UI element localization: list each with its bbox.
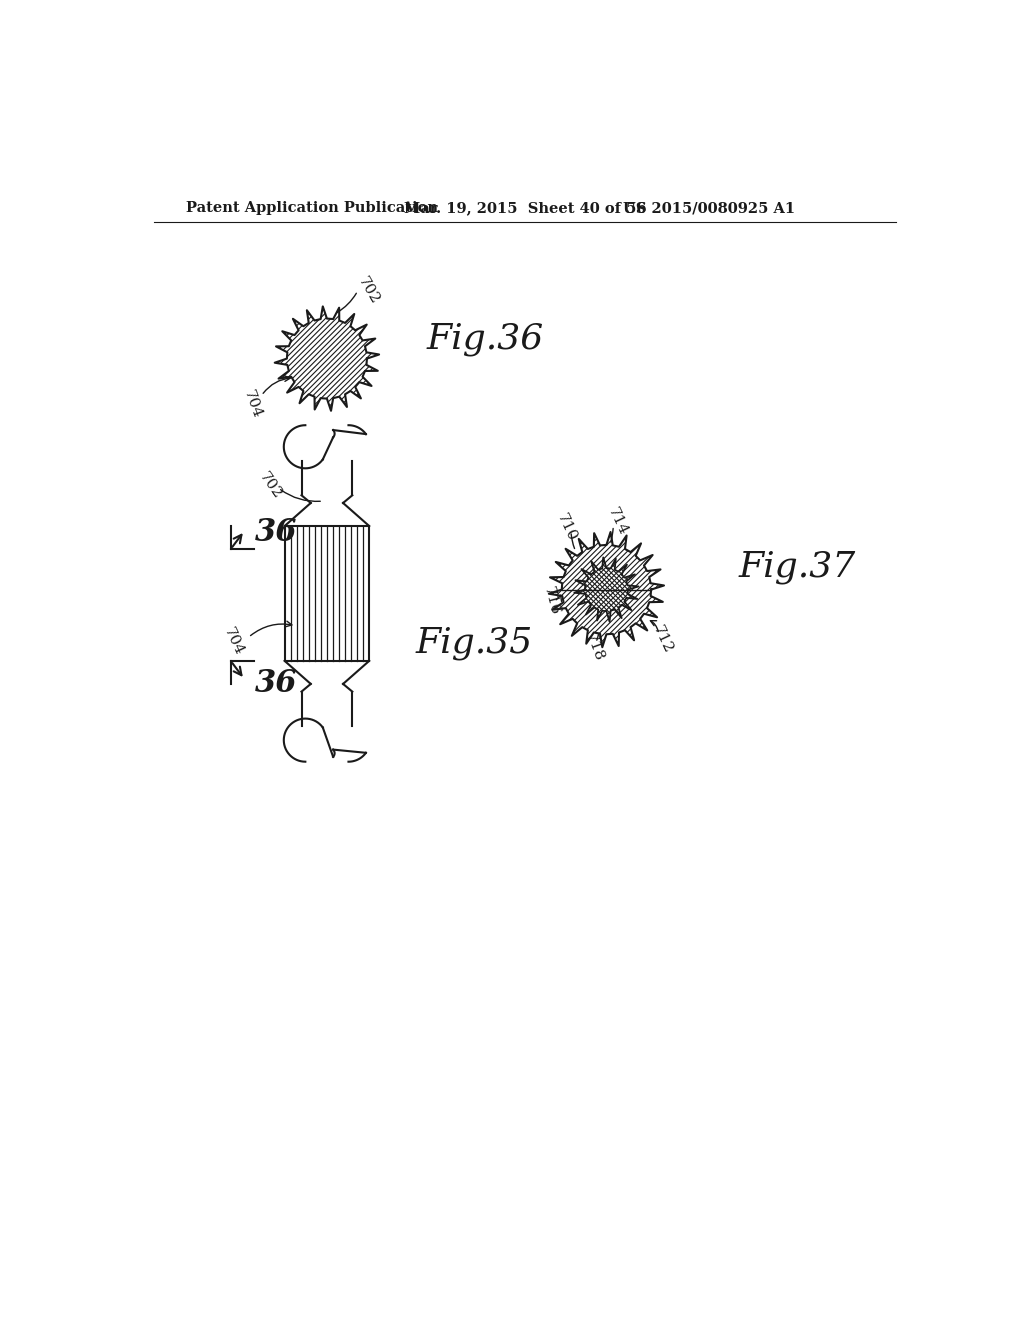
Text: 704: 704 (220, 626, 246, 659)
PathPatch shape (549, 532, 664, 647)
Text: Patent Application Publication: Patent Application Publication (186, 202, 438, 215)
Text: US 2015/0080925 A1: US 2015/0080925 A1 (624, 202, 796, 215)
Text: Mar. 19, 2015  Sheet 40 of 56: Mar. 19, 2015 Sheet 40 of 56 (403, 202, 646, 215)
Text: 710: 710 (554, 512, 579, 544)
Text: Fig.35: Fig.35 (416, 627, 532, 660)
PathPatch shape (274, 306, 379, 411)
Text: 714: 714 (605, 506, 630, 539)
Text: 702: 702 (355, 275, 382, 308)
Text: 36: 36 (255, 668, 298, 700)
Bar (285, 527, 370, 661)
PathPatch shape (574, 557, 639, 622)
Text: 712: 712 (650, 623, 675, 656)
Text: 702: 702 (256, 470, 285, 502)
Text: 716: 716 (541, 585, 562, 616)
Text: 718: 718 (584, 631, 606, 664)
Text: 704: 704 (241, 388, 264, 421)
Text: Fig.36: Fig.36 (427, 322, 545, 356)
Text: Fig.37: Fig.37 (739, 549, 856, 583)
Text: 36: 36 (255, 516, 298, 548)
